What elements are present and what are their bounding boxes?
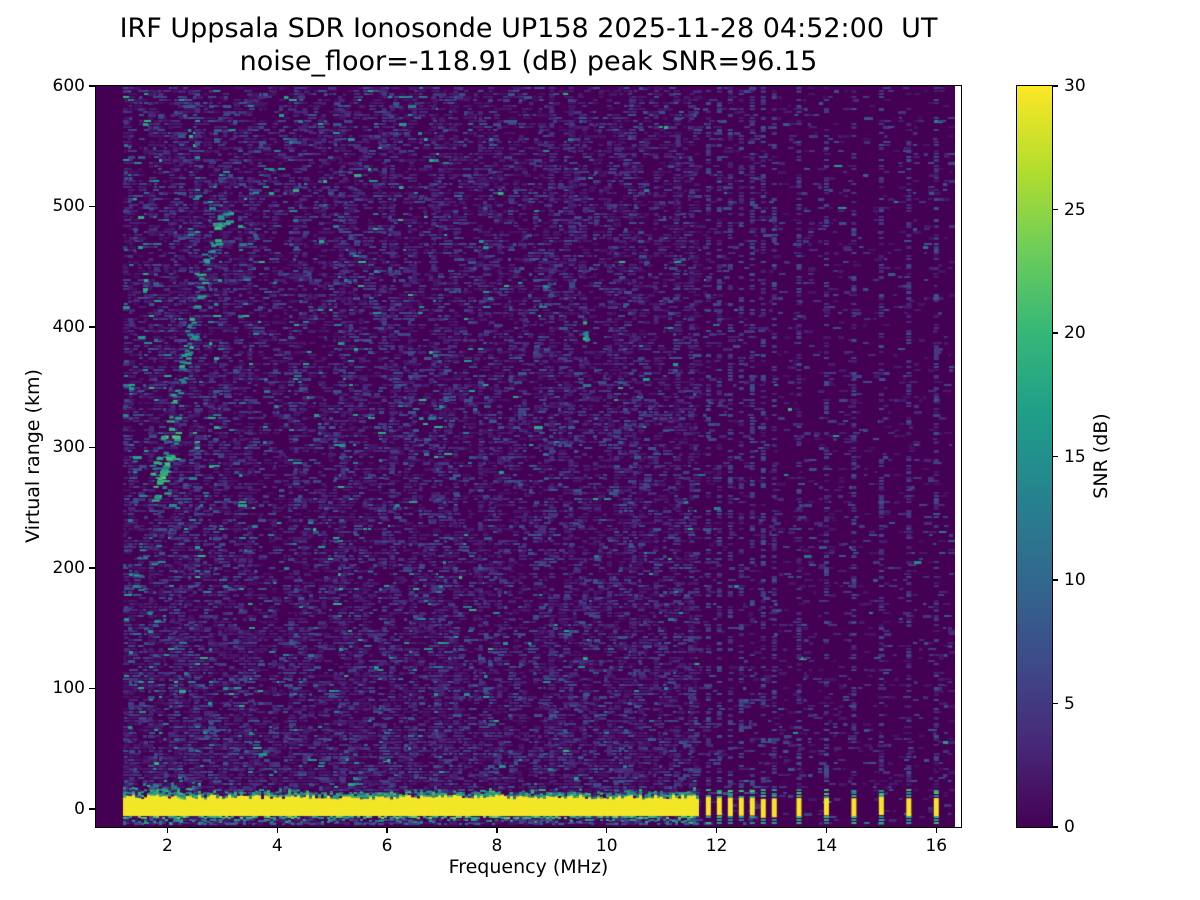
colorbar-tick-label: 5 xyxy=(1064,693,1075,714)
x-tick-label: 14 xyxy=(815,836,838,856)
x-tick-label: 6 xyxy=(381,836,393,856)
x-tick-label: 2 xyxy=(161,836,173,856)
colorbar-tick-label: 20 xyxy=(1064,323,1086,343)
colorbar xyxy=(1016,85,1053,828)
plot-area xyxy=(95,85,962,828)
x-tick-label: 4 xyxy=(271,836,283,856)
x-tick-mark xyxy=(825,828,828,833)
x-tick-label: 12 xyxy=(705,836,728,856)
x-tick-mark xyxy=(496,828,498,833)
y-tick-label: 600 xyxy=(52,76,85,96)
y-tick-label: 100 xyxy=(52,678,85,699)
colorbar-tick-mark xyxy=(1053,702,1058,705)
x-tick-mark xyxy=(276,828,278,833)
colorbar-tick-label: 30 xyxy=(1064,76,1086,96)
colorbar-tick-mark xyxy=(1053,826,1058,828)
x-tick-mark xyxy=(606,828,608,833)
x-tick-mark xyxy=(716,828,718,833)
chart-subtitle: noise_floor=-118.91 (dB) peak SNR=96.15 xyxy=(239,46,818,77)
x-tick-mark xyxy=(386,828,388,833)
y-tick-mark xyxy=(89,687,95,690)
x-tick-label: 10 xyxy=(595,836,618,856)
y-tick-mark xyxy=(89,567,95,569)
x-tick-mark xyxy=(166,828,168,833)
y-tick-label: 400 xyxy=(52,316,85,337)
y-tick-mark xyxy=(89,205,95,208)
chart-title: IRF Uppsala SDR Ionosonde UP158 2025-11-… xyxy=(119,13,938,44)
colorbar-tick-label: 25 xyxy=(1064,199,1086,220)
x-tick-mark xyxy=(935,828,937,833)
colorbar-tick-mark xyxy=(1053,455,1058,458)
x-tick-label: 16 xyxy=(925,836,948,856)
colorbar-tick-mark xyxy=(1053,208,1058,211)
colorbar-tick-mark xyxy=(1053,579,1058,581)
y-tick-label: 0 xyxy=(74,798,85,819)
y-tick-label: 300 xyxy=(52,437,85,458)
y-tick-mark xyxy=(89,446,95,449)
y-tick-mark xyxy=(89,85,95,87)
colorbar-tick-label: 10 xyxy=(1064,570,1086,590)
y-tick-mark xyxy=(89,808,95,810)
y-tick-label: 200 xyxy=(52,557,85,578)
colorbar-tick-label: 0 xyxy=(1064,817,1075,837)
heatmap-canvas xyxy=(96,86,955,827)
y-tick-label: 500 xyxy=(52,196,85,217)
y-tick-mark xyxy=(89,326,95,328)
x-axis-label: Frequency (MHz) xyxy=(448,856,609,878)
x-tick-label: 8 xyxy=(491,836,503,856)
colorbar-tick-mark xyxy=(1053,332,1058,334)
colorbar-tick-mark xyxy=(1053,85,1058,87)
colorbar-tick-label: 15 xyxy=(1064,446,1086,467)
